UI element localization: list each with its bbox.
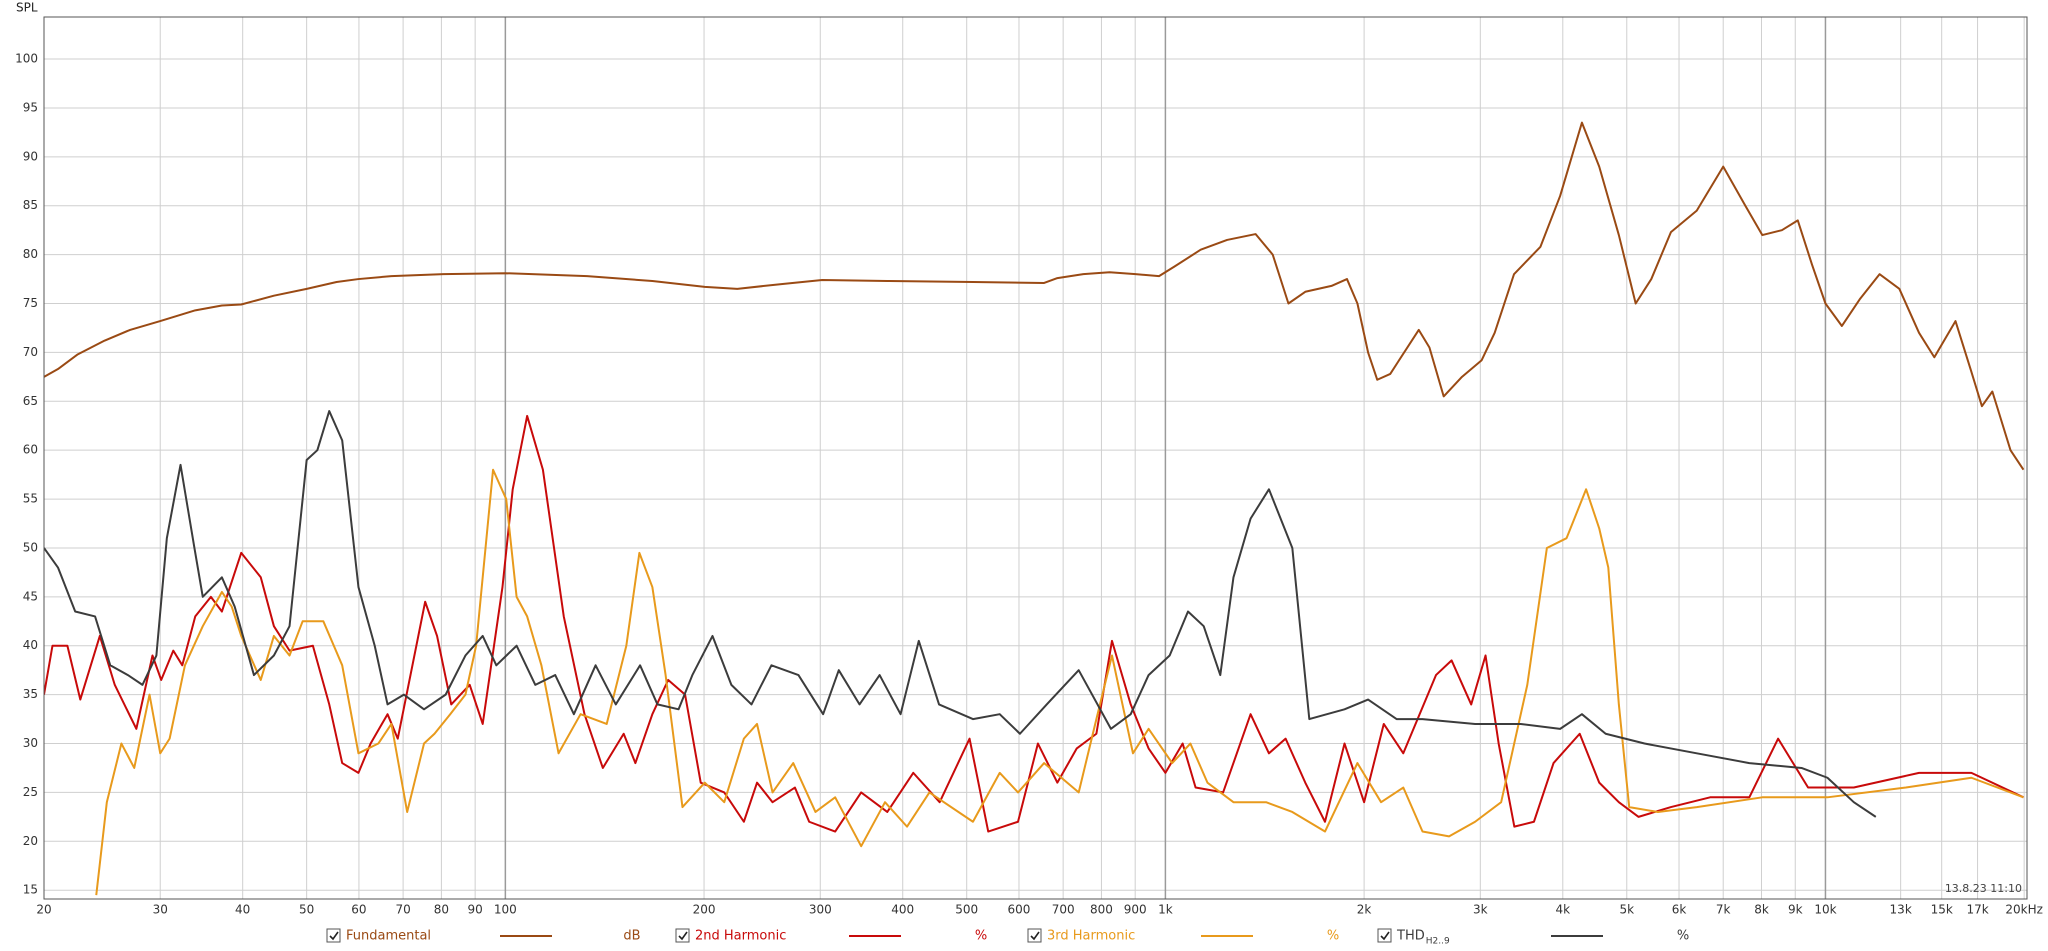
x-tick-label: 80: [434, 903, 449, 917]
x-tick-label: 15k: [1931, 903, 1953, 917]
legend-subscript: H2..9: [1426, 937, 1450, 947]
x-tick-label: 13k: [1890, 903, 1912, 917]
y-tick-label: 50: [23, 540, 38, 554]
y-tick-label: 75: [23, 296, 38, 310]
legend-item: Fundamental dB: [326, 928, 641, 944]
x-tick-label: 100: [494, 903, 517, 917]
legend-unit: %: [975, 929, 987, 944]
y-tick-label: 25: [23, 785, 38, 799]
series-line: [44, 414, 2024, 833]
legend-label: Fundamental: [346, 929, 431, 944]
y-tick-label: 70: [23, 345, 38, 359]
y-tick-label: 95: [23, 100, 38, 114]
x-tick-label: 10k: [1814, 903, 1836, 917]
y-tick-label: 100: [15, 52, 38, 66]
legend-check: [329, 931, 339, 941]
plot-area: [44, 17, 2027, 899]
y-tick-label: 45: [23, 589, 38, 603]
x-tick-label: 200: [693, 903, 716, 917]
x-tick-label: 400: [891, 903, 914, 917]
x-tick-label: 6k: [1672, 903, 1687, 917]
x-tick-label: 30: [153, 903, 168, 917]
legend-checkbox[interactable]: [1377, 928, 1392, 943]
timestamp: 13.8.23 11:10: [1945, 882, 2022, 895]
y-tick-label: 55: [23, 492, 38, 506]
x-tick-label: 4k: [1555, 903, 1570, 917]
x-tick-label: 40: [235, 903, 250, 917]
series-line: [44, 410, 1877, 818]
legend-checkbox[interactable]: [1027, 928, 1042, 943]
legend: Fundamental dB 2nd Harmonic% 3rd Harmonic% T…: [326, 928, 1689, 947]
legend-label: THD: [1396, 929, 1425, 944]
x-tick-label: 70: [395, 903, 410, 917]
y-axis-label: SPL: [16, 1, 38, 15]
x-tick-label: 5k: [1619, 903, 1634, 917]
y-tick-label: 60: [23, 443, 38, 457]
x-tick-label: 17k: [1966, 903, 1988, 917]
series-line: [44, 121, 2025, 471]
x-tick-label: 50: [299, 903, 314, 917]
series-line: [95, 468, 2024, 896]
x-tick-label: 7k: [1716, 903, 1731, 917]
x-tick-label: 700: [1052, 903, 1075, 917]
legend-check: [678, 931, 688, 941]
legend-checkbox[interactable]: [326, 928, 341, 943]
y-tick-label: 80: [23, 247, 38, 261]
lines: [44, 121, 2025, 896]
x-tick-label: 8k: [1754, 903, 1769, 917]
x-tick-label: 1k: [1158, 903, 1173, 917]
x-tick-label: 900: [1124, 903, 1147, 917]
x-tick-label: 2k: [1357, 903, 1372, 917]
legend-item: THD H2..9%: [1377, 928, 1689, 947]
plot-border: [43, 16, 2028, 900]
legend-check: [1030, 931, 1040, 941]
y-tick-label: 30: [23, 736, 38, 750]
x-tick-label: 20kHz: [2005, 903, 2043, 917]
y-tick-label: 90: [23, 149, 38, 163]
legend-item: 3rd Harmonic%: [1027, 928, 1339, 944]
x-tick-label: 500: [955, 903, 978, 917]
legend-unit: dB: [623, 929, 640, 944]
grid: 15 20 25 30 35 40 45 50 55 60 65 70 75 80 85 90 95 100 20 3…: [15, 17, 2043, 917]
y-tick-label: 65: [23, 394, 38, 408]
x-tick-label: 800: [1090, 903, 1113, 917]
x-tick-label: 300: [809, 903, 832, 917]
legend-item: 2nd Harmonic%: [675, 928, 987, 944]
x-tick-label: 3k: [1473, 903, 1488, 917]
y-tick-label: 15: [23, 883, 38, 897]
legend-label: 2nd Harmonic: [695, 929, 786, 944]
x-tick-label: 20: [36, 903, 51, 917]
y-tick-label: 85: [23, 198, 38, 212]
x-tick-label: 600: [1008, 903, 1031, 917]
y-tick-label: 40: [23, 638, 38, 652]
legend-unit: %: [1327, 929, 1339, 944]
legend-checkbox[interactable]: [675, 928, 690, 943]
x-tick-label: 9k: [1788, 903, 1803, 917]
legend-check: [1380, 931, 1390, 941]
y-tick-label: 35: [23, 687, 38, 701]
y-tick-label: 20: [23, 834, 38, 848]
x-tick-label: 90: [468, 903, 483, 917]
legend-unit: %: [1677, 929, 1689, 944]
x-tick-label: 60: [351, 903, 366, 917]
legend-label: 3rd Harmonic: [1047, 929, 1135, 944]
